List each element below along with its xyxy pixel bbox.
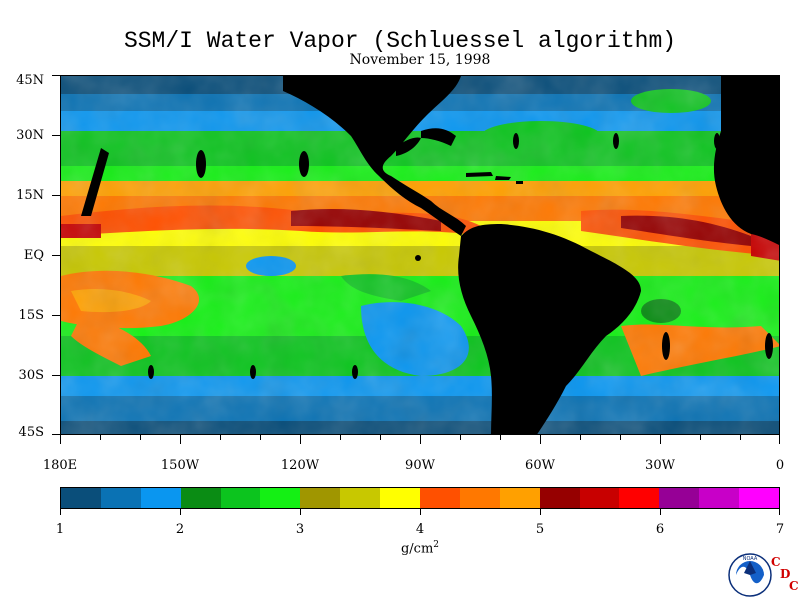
- lon-label-60w: 60W: [525, 458, 555, 473]
- lat-label-30n: 30N: [16, 128, 44, 143]
- colorbar-label-2: 2: [175, 522, 185, 537]
- colorbar-swatch: [499, 488, 540, 508]
- chart-date: November 15, 1998: [349, 52, 491, 68]
- colorbar-label-1: 1: [55, 522, 65, 537]
- colorbar-swatch: [459, 488, 500, 508]
- map-canvas: [61, 76, 779, 434]
- colorbar-swatch: [539, 488, 580, 508]
- colorbar-swatch: [380, 488, 421, 508]
- colorbar: [60, 487, 780, 509]
- colorbar-label-3: 3: [295, 522, 305, 537]
- longitude-ticks: [60, 435, 780, 444]
- colorbar-swatch: [699, 488, 740, 508]
- lat-label-15n: 15N: [16, 188, 44, 203]
- logo-letter-d: D: [780, 567, 791, 581]
- colorbar-swatch: [140, 488, 181, 508]
- lat-label-eq: EQ: [23, 248, 44, 263]
- colorbar-swatch: [579, 488, 620, 508]
- colorbar-swatch: [739, 488, 780, 508]
- lon-label-0: 0: [775, 458, 785, 473]
- lat-label-30s: 30S: [18, 368, 44, 383]
- vapor-field: [61, 76, 779, 434]
- colorbar-label-5: 5: [535, 522, 545, 537]
- logo-letter-c1: C: [771, 555, 781, 569]
- colorbar-swatch: [420, 488, 460, 508]
- lon-label-120w: 120W: [280, 458, 320, 473]
- logo-letter-c2: C: [789, 579, 799, 593]
- colorbar-swatch: [300, 488, 341, 508]
- lon-label-30w: 30W: [645, 458, 675, 473]
- colorbar-swatch: [100, 488, 141, 508]
- colorbar-units: g/cm2: [380, 540, 460, 556]
- colorbar-label-7: 7: [775, 522, 785, 537]
- colorbar-swatch: [220, 488, 261, 508]
- lon-label-90w: 90W: [405, 458, 435, 473]
- lat-label-15s: 15S: [18, 308, 44, 323]
- water-vapor-map: [60, 75, 780, 435]
- logo-ring-text: NOAA: [743, 556, 758, 562]
- missing-swaths: [81, 133, 773, 379]
- colorbar-ticks: [60, 509, 780, 515]
- lon-label-180e: 180E: [42, 458, 78, 473]
- colorbar-swatch: [619, 488, 660, 508]
- units-exponent: 2: [433, 540, 440, 550]
- colorbar-swatch: [340, 488, 381, 508]
- colorbar-swatch: [61, 488, 101, 508]
- latitude-ticks: [52, 75, 60, 435]
- colorbar-label-6: 6: [655, 522, 665, 537]
- colorbar-label-4: 4: [415, 522, 425, 537]
- chart-title: SSM/I Water Vapor (Schluessel algorithm): [123, 28, 677, 54]
- noaa-logo: NOAA: [728, 553, 772, 597]
- colorbar-swatch: [260, 488, 301, 508]
- land: [283, 76, 779, 434]
- colorbar-swatch: [659, 488, 700, 508]
- units-base: g/cm: [400, 541, 434, 557]
- lat-label-45n: 45N: [16, 73, 44, 88]
- lon-label-150w: 150W: [160, 458, 200, 473]
- lat-label-45s: 45S: [18, 425, 44, 440]
- colorbar-swatch: [180, 488, 221, 508]
